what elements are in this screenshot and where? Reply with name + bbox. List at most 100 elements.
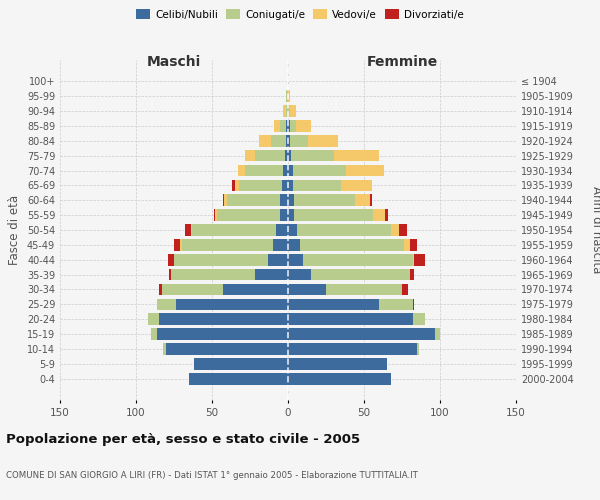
Bar [286,135,288,146]
Bar [288,254,303,266]
Bar [159,284,162,296]
Bar [291,150,334,162]
Bar [414,254,425,266]
Bar [254,269,288,280]
Bar [254,150,285,162]
Bar [334,150,379,162]
Bar [288,239,300,250]
Bar [180,239,182,250]
Bar [308,135,338,146]
Bar [373,210,385,221]
Text: COMUNE DI SAN GIORGIO A LIRI (FR) - Dati ISTAT 1° gennaio 2005 - Elaborazione TU: COMUNE DI SAN GIORGIO A LIRI (FR) - Dati… [6,470,418,480]
Bar [176,298,288,310]
Bar [288,358,387,370]
Bar [294,194,355,206]
Bar [259,135,271,146]
Bar [227,194,280,206]
Bar [288,343,417,355]
Bar [288,224,297,236]
Bar [288,164,293,176]
Bar [223,194,224,206]
Bar [280,120,286,132]
Bar [290,120,296,132]
Bar [303,254,413,266]
Bar [192,224,276,236]
Bar [286,120,288,132]
Bar [174,239,180,250]
Bar [159,314,288,325]
Bar [162,284,223,296]
Bar [370,194,371,206]
Legend: Celibi/Nubili, Coniugati/e, Vedovi/e, Divorziati/e: Celibi/Nubili, Coniugati/e, Vedovi/e, Di… [132,5,468,24]
Bar [288,120,290,132]
Text: Popolazione per età, sesso e stato civile - 2005: Popolazione per età, sesso e stato civil… [6,432,360,446]
Bar [379,298,413,310]
Bar [341,180,371,191]
Bar [288,90,290,102]
Bar [148,314,159,325]
Bar [346,164,384,176]
Bar [288,135,290,146]
Bar [245,164,283,176]
Text: Maschi: Maschi [147,56,201,70]
Bar [413,298,414,310]
Bar [385,210,388,221]
Bar [245,150,254,162]
Bar [194,358,288,370]
Bar [273,239,288,250]
Bar [214,210,215,221]
Bar [288,298,379,310]
Bar [410,269,414,280]
Y-axis label: Anni di nascita: Anni di nascita [590,186,600,274]
Bar [168,254,174,266]
Bar [413,254,414,266]
Bar [294,210,373,221]
Bar [296,120,311,132]
Bar [288,314,413,325]
Bar [268,254,288,266]
Bar [288,210,294,221]
Bar [391,224,399,236]
Bar [271,135,286,146]
Bar [288,269,311,280]
Bar [293,180,341,191]
Bar [174,254,268,266]
Bar [223,284,288,296]
Bar [288,328,436,340]
Bar [169,269,171,280]
Bar [238,164,245,176]
Text: Femmine: Femmine [367,56,437,70]
Bar [326,284,402,296]
Bar [288,105,290,117]
Bar [436,328,440,340]
Bar [171,269,254,280]
Bar [300,239,404,250]
Bar [288,284,326,296]
Bar [288,150,291,162]
Bar [404,239,410,250]
Bar [410,239,417,250]
Bar [413,314,425,325]
Bar [232,180,235,191]
Bar [215,210,217,221]
Bar [157,298,176,310]
Bar [280,194,288,206]
Bar [399,224,407,236]
Bar [224,194,227,206]
Bar [286,105,288,117]
Bar [189,373,288,384]
Bar [283,164,288,176]
Bar [293,164,346,176]
Bar [417,343,419,355]
Bar [274,120,280,132]
Bar [276,224,288,236]
Bar [297,224,391,236]
Bar [217,210,280,221]
Bar [166,343,288,355]
Bar [290,105,296,117]
Bar [286,90,288,102]
Bar [288,373,391,384]
Bar [285,150,288,162]
Bar [283,105,286,117]
Bar [311,269,410,280]
